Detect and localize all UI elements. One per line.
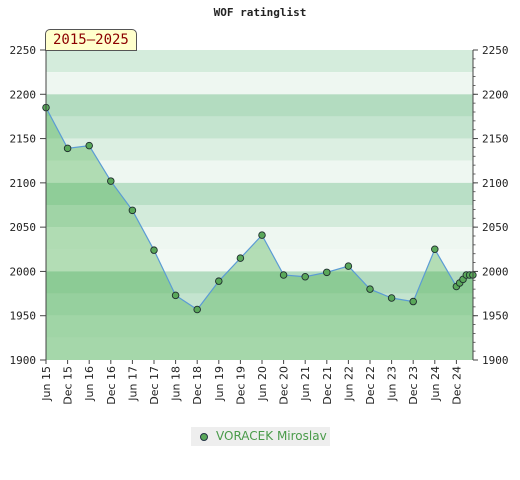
grid-band (46, 271, 473, 294)
y-tick-label-right: 2200 (482, 88, 509, 101)
data-point (107, 177, 115, 185)
grid-band (46, 138, 473, 161)
grid-band (46, 293, 473, 316)
y-tick-label-right: 1900 (482, 354, 509, 367)
y-tick-label-right: 2050 (482, 221, 509, 234)
data-point (258, 231, 266, 239)
x-tick-label: Dec 18 (191, 366, 204, 405)
data-point (301, 272, 309, 281)
data-point (323, 268, 331, 277)
y-tick-label-right: 1950 (482, 310, 509, 323)
grid-band (46, 337, 473, 360)
x-tick-label: Dec 16 (105, 366, 118, 405)
period-badge: 2015–2025 (45, 29, 137, 51)
data-point (215, 277, 223, 285)
data-point (279, 271, 288, 279)
y-tick-label-right: 2100 (482, 177, 509, 190)
data-point (150, 246, 158, 254)
data-point (236, 254, 245, 262)
x-tick-label: Jun 22 (342, 366, 355, 402)
grid-band (46, 50, 473, 73)
grid-band (46, 116, 473, 139)
legend-label: VORACEK Miroslav (216, 429, 327, 443)
y-tick-label-left: 1900 (10, 354, 37, 367)
y-tick-label-left: 2150 (10, 133, 37, 146)
data-point (344, 262, 353, 270)
x-tick-label: Jun 19 (213, 366, 226, 402)
y-tick-label-right: 2250 (482, 44, 509, 57)
data-point (128, 206, 137, 215)
x-tick-label: Jun 21 (299, 366, 312, 402)
x-tick-label: Dec 21 (321, 366, 334, 405)
legend[interactable]: VORACEK Miroslav (191, 427, 330, 446)
x-tick-label: Dec 15 (62, 366, 75, 405)
y-tick-label-right: 2000 (482, 265, 509, 278)
x-tick-label: Jun 17 (126, 366, 139, 402)
grid-band (46, 182, 473, 205)
y-tick-label-left: 1950 (10, 310, 37, 323)
chart-title: WOF ratinglist (213, 6, 307, 19)
data-point (193, 305, 201, 314)
rating-area (46, 107, 473, 360)
grid-band (46, 94, 473, 117)
data-point (171, 291, 180, 300)
x-tick-label: Jun 16 (83, 366, 96, 402)
grid-band (46, 249, 473, 272)
x-tick-label: Jun 15 (40, 366, 53, 402)
data-point (63, 144, 72, 153)
x-tick-label: Dec 24 (450, 366, 463, 405)
legend-marker-icon (200, 433, 208, 441)
x-tick-label: Jun 20 (256, 366, 269, 402)
y-tick-label-left: 2050 (10, 221, 37, 234)
y-tick-label-right: 2150 (482, 133, 509, 146)
x-tick-label: Dec 17 (148, 366, 161, 405)
data-point (387, 294, 396, 302)
x-tick-label: Dec 22 (364, 366, 377, 405)
y-tick-label-left: 2250 (10, 44, 37, 57)
x-tick-label: Jun 23 (386, 366, 399, 402)
data-point (366, 285, 374, 293)
x-tick-label: Jun 18 (170, 366, 183, 402)
y-tick-label-left: 2100 (10, 177, 37, 190)
x-tick-label: Dec 20 (278, 366, 291, 405)
grid-band (46, 160, 473, 183)
data-point (85, 141, 93, 150)
grid-band (46, 315, 473, 338)
y-tick-label-left: 2000 (10, 265, 37, 278)
x-tick-label: Jun 24 (429, 366, 442, 402)
y-tick-label-left: 2200 (10, 88, 37, 101)
data-point (409, 297, 417, 306)
data-point (431, 245, 439, 254)
x-tick-label: Dec 19 (234, 366, 247, 405)
grid-band (46, 72, 473, 95)
x-tick-label: Dec 23 (407, 366, 420, 405)
grid-band (46, 205, 473, 228)
